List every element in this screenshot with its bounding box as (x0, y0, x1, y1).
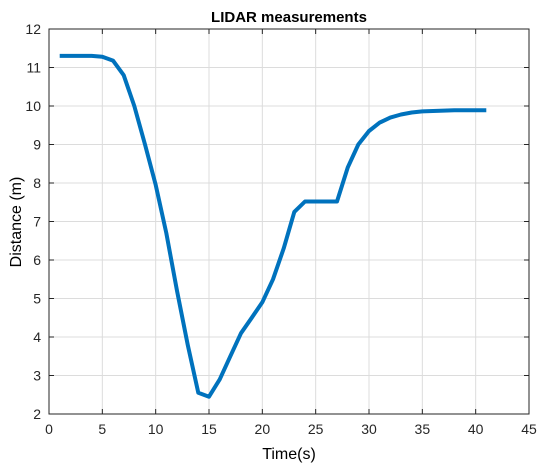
x-tick-label: 25 (308, 421, 324, 437)
x-tick-label: 45 (521, 421, 537, 437)
y-tick-label: 2 (33, 406, 41, 422)
x-tick-label: 5 (98, 421, 106, 437)
x-axis-label: Time(s) (262, 446, 316, 463)
y-axis-ticks: 2 3 4 5 6 7 8 9 10 11 12 (25, 21, 529, 422)
y-tick-label: 4 (33, 329, 41, 345)
y-tick-label: 6 (33, 252, 41, 268)
x-tick-label: 40 (468, 421, 484, 437)
x-tick-label: 10 (148, 421, 164, 437)
plot-area (59, 53, 487, 399)
y-tick-label: 10 (25, 98, 41, 114)
x-axis-ticks: 0 5 10 15 20 25 30 35 40 45 (45, 29, 537, 437)
y-tick-label: 11 (26, 60, 41, 76)
x-tick-label: 0 (45, 421, 53, 437)
y-tick-label: 7 (33, 214, 41, 230)
chart-title: LIDAR measurements (211, 9, 367, 26)
y-tick-label: 3 (33, 368, 41, 384)
x-tick-label: 30 (361, 421, 377, 437)
y-tick-label: 12 (25, 21, 41, 37)
y-tick-label: 9 (33, 137, 41, 153)
series-line (59, 53, 487, 399)
y-tick-label: 5 (33, 291, 41, 307)
y-axis-label: Distance (m) (8, 177, 25, 268)
x-tick-label: 20 (255, 421, 271, 437)
x-tick-label: 15 (201, 421, 217, 437)
y-tick-label: 8 (33, 175, 41, 191)
x-tick-label: 35 (415, 421, 431, 437)
